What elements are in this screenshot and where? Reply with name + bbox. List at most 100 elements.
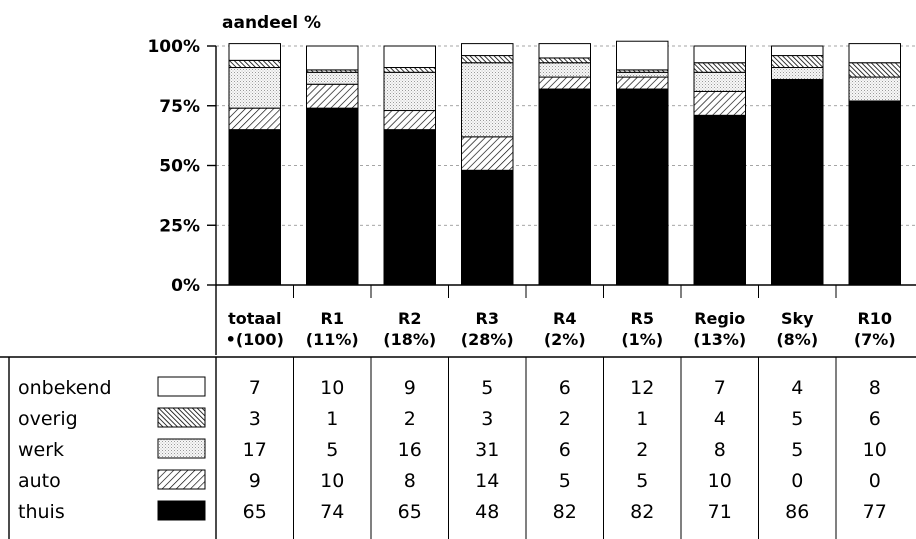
bar-segment-overig	[693, 62, 746, 73]
x-tick-sublabel: (1%)	[621, 330, 663, 349]
bar-segment-thuis	[383, 129, 436, 286]
table-cell: 8	[714, 439, 726, 461]
table-cell: 1	[636, 408, 648, 430]
bar-segment-thuis	[848, 100, 901, 286]
table-cell: 74	[320, 501, 344, 523]
x-tick-sublabel: (11%)	[306, 330, 359, 349]
y-tick-label: 75%	[159, 97, 200, 117]
x-tick-label: R3	[476, 309, 499, 328]
table-cell: 4	[791, 377, 803, 399]
legend-label-onbekend: onbekend	[18, 377, 112, 399]
bar-segment-auto	[383, 110, 436, 131]
legend-label-auto: auto	[18, 470, 61, 492]
table-cell: 5	[481, 377, 493, 399]
table-cell: 86	[785, 501, 809, 523]
table-cell: 10	[320, 470, 344, 492]
table-cell: 0	[869, 470, 881, 492]
y-tick-label: 100%	[147, 37, 200, 57]
table-cell: 6	[559, 439, 571, 461]
x-tick-label: Regio	[694, 309, 745, 328]
x-tick-label: R4	[553, 309, 576, 328]
legend-swatch-onbekend	[157, 376, 206, 397]
table-cell: 5	[791, 439, 803, 461]
table-cell: 7	[249, 377, 261, 399]
bar-segment-werk	[538, 62, 591, 78]
bar-segment-overig	[771, 55, 824, 69]
table-cell: 65	[398, 501, 422, 523]
bar-segment-onbekend	[616, 40, 669, 71]
bar-segment-werk	[848, 76, 901, 102]
bar-segment-auto	[693, 90, 746, 116]
bar-segment-onbekend	[461, 43, 514, 57]
table-cell: 10	[708, 470, 732, 492]
x-tick-sublabel: (13%)	[693, 330, 746, 349]
y-axis-title: aandeel %	[222, 13, 321, 33]
table-cell: 5	[636, 470, 648, 492]
bar-segment-thuis	[228, 129, 281, 286]
table-cell: 6	[559, 377, 571, 399]
bar-segment-werk	[693, 71, 746, 92]
table-cell: 3	[481, 408, 493, 430]
x-tick-label: totaal	[228, 309, 281, 328]
bar-segment-auto	[538, 76, 591, 90]
x-tick-label: R1	[321, 309, 344, 328]
bars-group	[228, 40, 901, 286]
legend-swatch-overig	[157, 407, 206, 428]
bar-segment-overig	[461, 55, 514, 64]
table-cell: 8	[869, 377, 881, 399]
bar-segment-thuis	[693, 114, 746, 286]
table-cell: 2	[636, 439, 648, 461]
y-axis: 0% 25% 50% 75% 100%	[147, 37, 217, 355]
x-tick-sublabel: (8%)	[776, 330, 818, 349]
bar-segment-onbekend	[228, 43, 281, 61]
table-cell: 3	[249, 408, 261, 430]
bar-segment-thuis	[461, 169, 514, 286]
x-tick-label: R2	[398, 309, 421, 328]
bar-segment-werk	[306, 71, 359, 85]
table-cell: 14	[475, 470, 499, 492]
bar-segment-thuis	[306, 107, 359, 286]
y-tick-label: 0%	[171, 276, 200, 296]
x-tick-sublabel: (18%)	[383, 330, 436, 349]
bar-segment-overig	[848, 62, 901, 78]
table-cell: 48	[475, 501, 499, 523]
table-cell: 5	[791, 408, 803, 430]
bar-segment-thuis	[771, 78, 824, 286]
x-tick-sublabel: (28%)	[461, 330, 514, 349]
bar-segment-werk	[771, 67, 824, 80]
legend-swatch-werk	[157, 438, 206, 459]
x-axis-labels: totaal •(100) R1 (11%) R2 (18%) R3 (28%) R4 (2%) R…	[216, 284, 916, 349]
table-cell: 65	[243, 501, 267, 523]
table-cell: 71	[708, 501, 732, 523]
x-tick-label: R10	[857, 309, 892, 328]
table-cell: 77	[863, 501, 887, 523]
bar-segment-onbekend	[848, 43, 901, 64]
bar-segment-thuis	[538, 88, 591, 286]
table-cell: 1	[326, 408, 338, 430]
table-cell: 10	[863, 439, 887, 461]
table-cell: 4	[714, 408, 726, 430]
bar-segment-auto	[461, 136, 514, 171]
bar-segment-werk	[228, 67, 281, 109]
bar-segment-onbekend	[538, 43, 591, 59]
x-tick-sublabel: •(100)	[226, 330, 284, 349]
bar-segment-auto	[228, 107, 281, 131]
table-cell: 5	[559, 470, 571, 492]
legend-label-overig: overig	[18, 408, 78, 430]
bar-segment-auto	[616, 76, 669, 90]
bar-segment-werk	[461, 62, 514, 138]
bar-segment-onbekend	[693, 45, 746, 64]
bar-segment-thuis	[616, 88, 669, 286]
table-cell: 12	[630, 377, 654, 399]
legend-swatch-auto	[157, 469, 206, 490]
table-cell: 0	[791, 470, 803, 492]
legend-label-thuis: thuis	[18, 501, 65, 523]
x-tick-sublabel: (2%)	[544, 330, 586, 349]
table-cell: 17	[243, 439, 267, 461]
table-cell: 9	[249, 470, 261, 492]
x-tick-label: R5	[631, 309, 654, 328]
legend-swatch-thuis	[157, 500, 206, 521]
table-cell: 9	[404, 377, 416, 399]
